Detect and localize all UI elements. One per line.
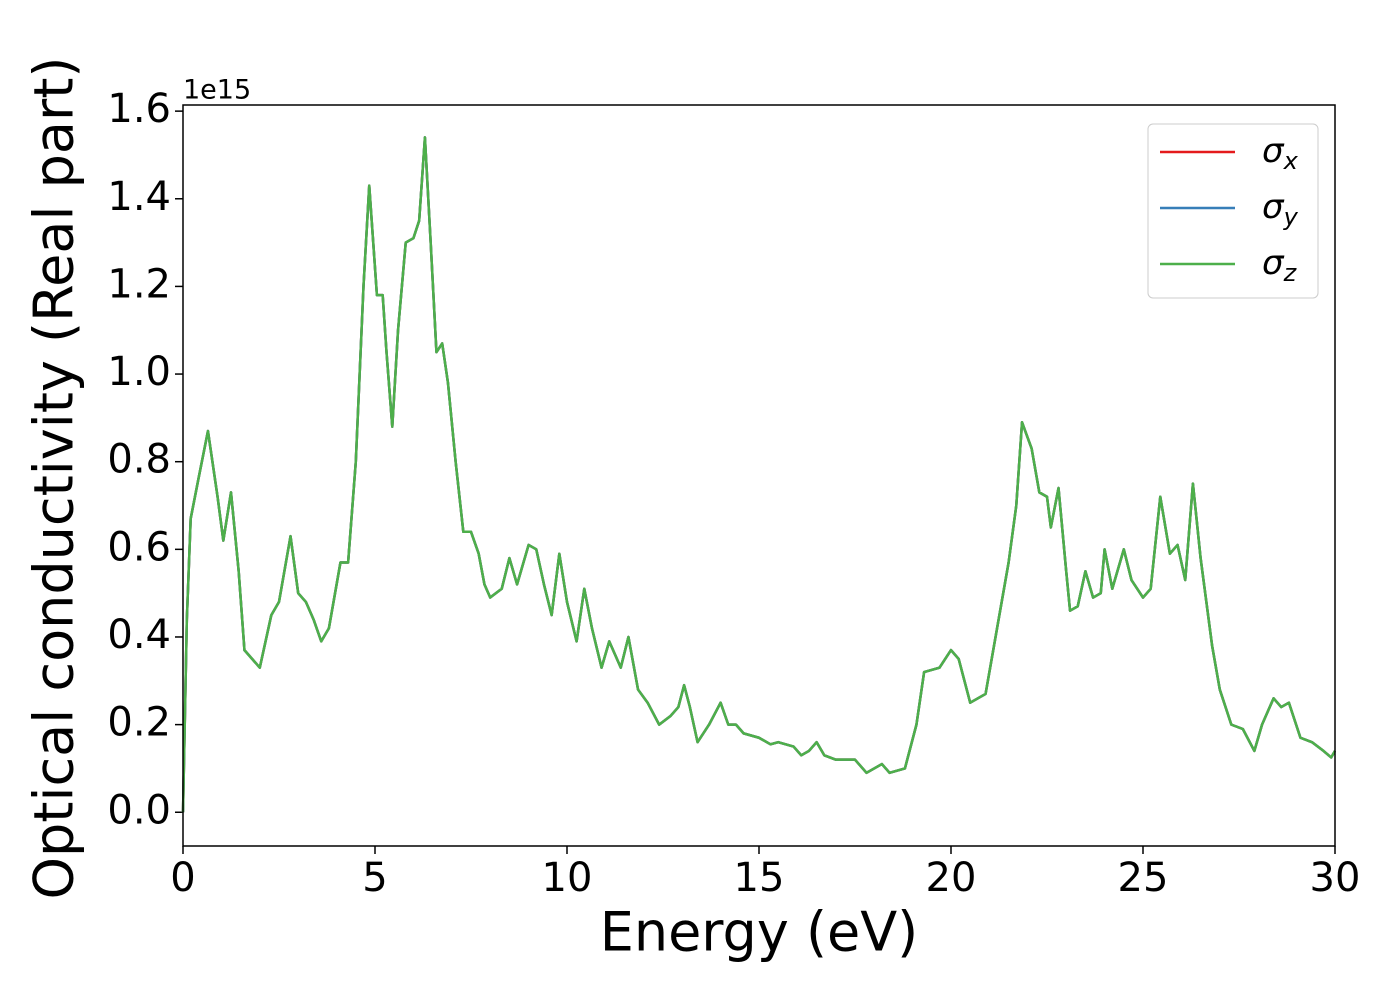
x-axis-label: Energy (eV) [600,901,919,964]
y-tick-label: 1.6 [107,86,171,132]
y-offset-label: 1e15 [183,75,251,106]
y-tick-label: 1.2 [107,261,171,307]
x-tick-label: 10 [542,855,593,901]
y-tick-label: 0.2 [107,700,171,746]
legend-label: σy [1262,187,1299,232]
y-tick-label: 0.4 [107,612,171,658]
y-axis-label: Optical conductivity (Real part) [23,57,86,900]
x-tick-label: 15 [734,855,785,901]
x-tick-label: 25 [1118,855,1169,901]
x-tick-label: 5 [362,855,387,901]
x-tick-label: 30 [1310,855,1361,901]
y-tick-label: 1.4 [107,174,171,220]
y-tick-label: 1.0 [107,349,171,395]
series-line [181,136,1337,813]
y-tick-label: 0.6 [107,524,171,570]
x-tick-label: 0 [170,855,195,901]
plot-frame [182,104,1336,847]
legend: σx σy σz [1147,123,1319,299]
x-tick-label: 20 [926,855,977,901]
y-tick-label: 0.8 [107,437,171,483]
legend-label: σx [1262,131,1299,176]
y-tick-label: 0.0 [107,787,171,833]
legend-label: σz [1262,243,1298,288]
legend-box [1147,123,1319,299]
